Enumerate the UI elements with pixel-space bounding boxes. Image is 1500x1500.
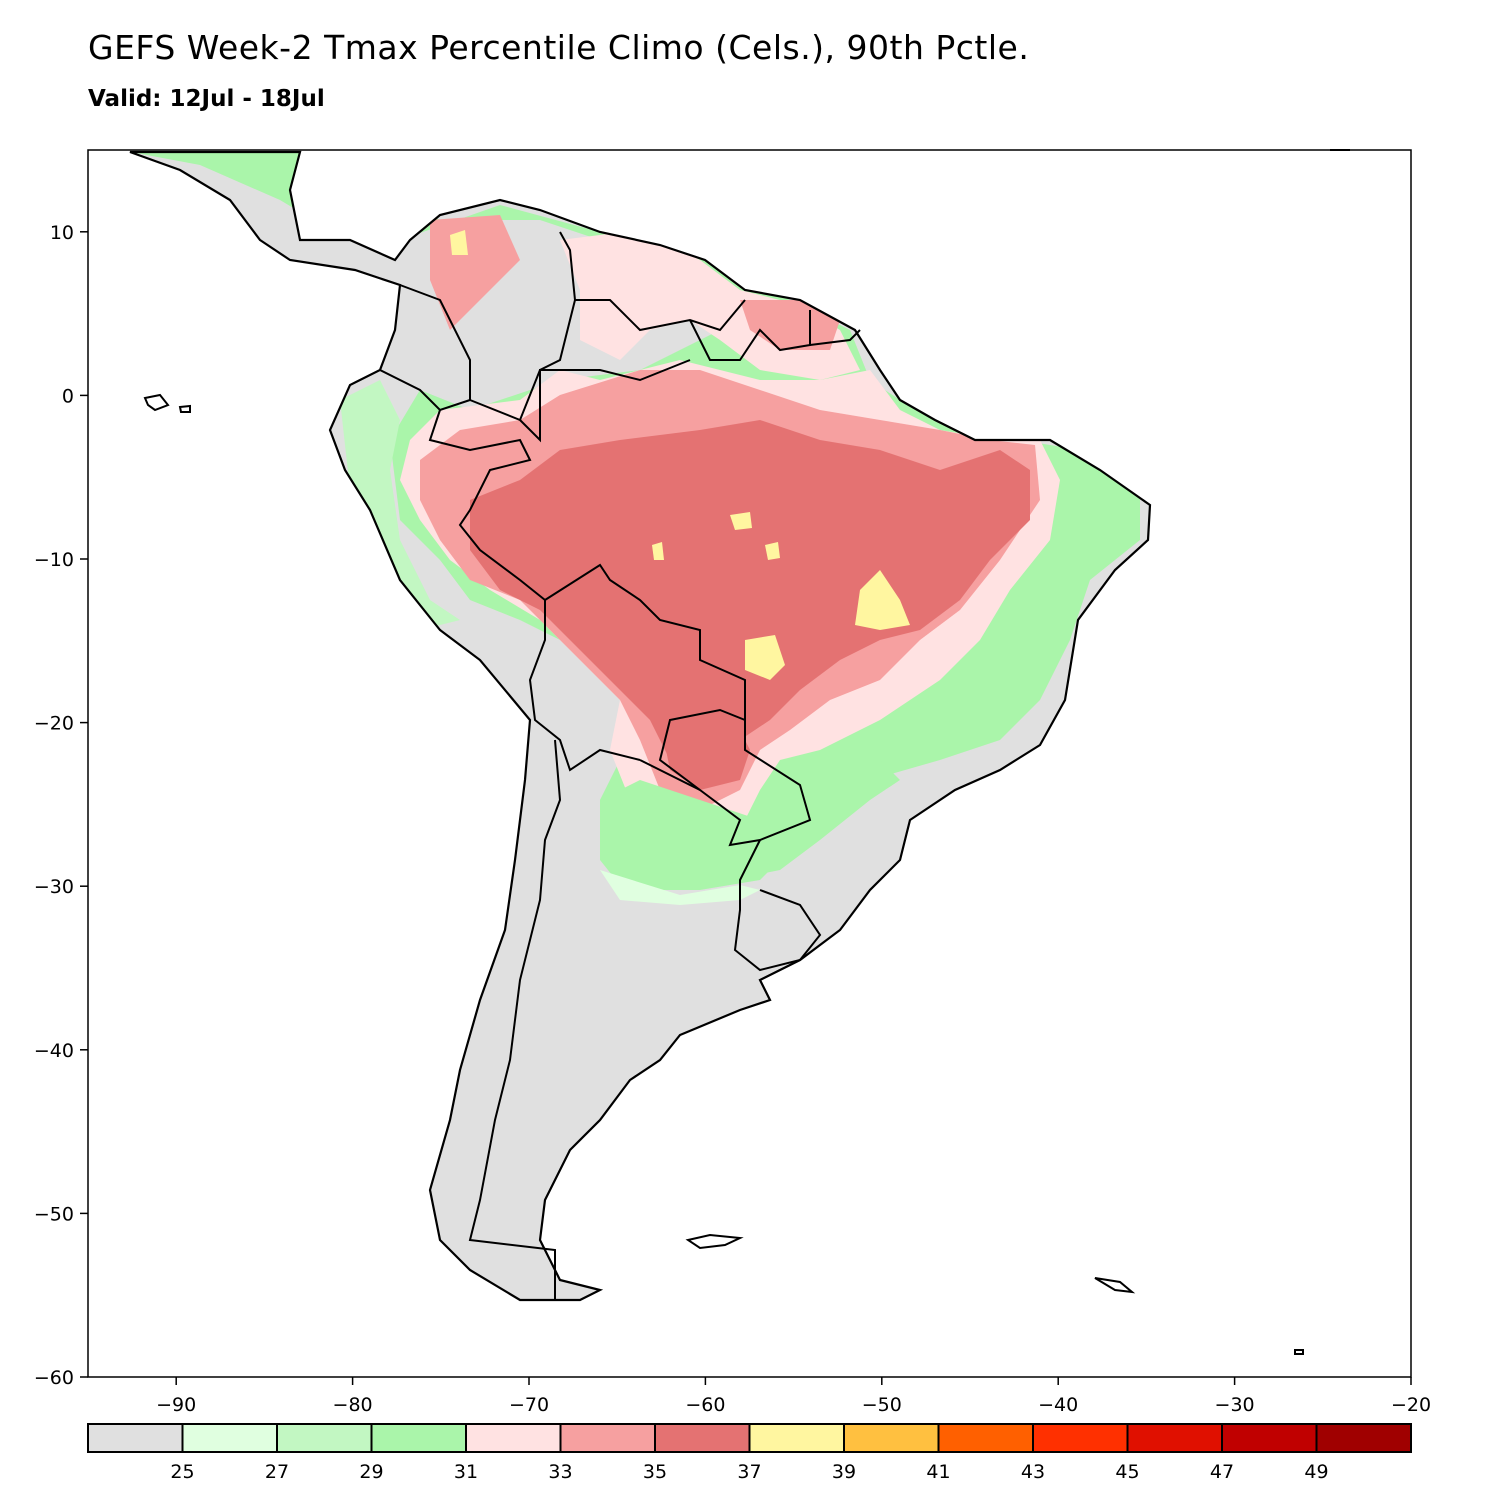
colorbar-swatch — [937, 1423, 1034, 1453]
colorbar-label: 41 — [926, 1461, 950, 1483]
colorbar-label: 37 — [737, 1461, 761, 1483]
colorbar-swatch — [1221, 1423, 1318, 1453]
colorbar-label: 47 — [1210, 1461, 1234, 1483]
colorbar: 25 27 29 31 33 35 37 39 41 43 45 47 49 — [87, 1423, 1412, 1483]
zone-pacific-slope — [340, 380, 460, 630]
colorbar-swatch — [1315, 1423, 1412, 1453]
colorbar-swatch — [465, 1423, 562, 1453]
y-tick-label: 10 — [50, 222, 74, 244]
colorbar-label: 39 — [832, 1461, 856, 1483]
continent-coastline — [129, 150, 1152, 1302]
x-tick-label: −30 — [1215, 1394, 1255, 1416]
colorbar-swatch — [1126, 1423, 1223, 1453]
y-tick-label: −50 — [34, 1203, 74, 1225]
colorbar-label: 43 — [1021, 1461, 1045, 1483]
zone-south-green — [600, 760, 900, 890]
colorbar-swatch — [87, 1423, 184, 1453]
colorbar-label: 35 — [643, 1461, 667, 1483]
islands — [143, 149, 1350, 1355]
zone-37-39-e — [652, 542, 664, 560]
colorbar-swatch — [181, 1423, 278, 1453]
zone-37-39-a — [855, 570, 910, 630]
colorbar-swatch — [748, 1423, 845, 1453]
colorbar-swatch — [276, 1423, 373, 1453]
colorbar-label: 25 — [170, 1461, 194, 1483]
x-axis: −90 −80 −70 −60 −50 −40 −30 −20 — [156, 1377, 1431, 1416]
zone-35-37 — [470, 420, 1030, 760]
y-tick-label: −40 — [34, 1040, 74, 1062]
x-tick-label: −20 — [1391, 1394, 1431, 1416]
zone-south-light — [600, 870, 760, 905]
y-axis: 10 0 −10 −20 −30 −40 −50 −60 — [34, 222, 88, 1389]
x-tick-label: −60 — [685, 1394, 725, 1416]
colorbar-label: 45 — [1115, 1461, 1139, 1483]
x-tick-label: −40 — [1038, 1394, 1078, 1416]
colorbar-label: 49 — [1304, 1461, 1328, 1483]
x-tick-label: −80 — [333, 1394, 373, 1416]
y-tick-label: 0 — [62, 385, 74, 407]
y-tick-label: −30 — [34, 876, 74, 898]
y-tick-label: −10 — [34, 549, 74, 571]
country-borders — [379, 231, 861, 1300]
colorbar-swatch — [370, 1423, 467, 1453]
colorbar-label: 31 — [454, 1461, 478, 1483]
zone-37-39-b — [745, 635, 785, 680]
zone-37-39-d — [765, 542, 780, 560]
chart-title: GEFS Week-2 Tmax Percentile Climo (Cels.… — [88, 28, 1030, 67]
chart-subtitle: Valid: 12Jul - 18Jul — [88, 86, 325, 112]
y-tick-label: −60 — [34, 1367, 74, 1389]
zone-37-39-f — [450, 230, 468, 255]
y-tick-label: −20 — [34, 713, 74, 735]
colorbar-swatch — [1032, 1423, 1129, 1453]
colorbar-swatch — [654, 1423, 751, 1453]
zone-37-39-c — [730, 512, 752, 530]
x-tick-label: −70 — [509, 1394, 549, 1416]
colorbar-swatch — [843, 1423, 940, 1453]
x-tick-label: −50 — [862, 1394, 902, 1416]
colorbar-label: 33 — [548, 1461, 572, 1483]
colorbar-label: 29 — [359, 1461, 383, 1483]
x-tick-label: −90 — [156, 1394, 196, 1416]
zone-paraguay — [660, 710, 750, 790]
colorbar-swatch — [559, 1423, 656, 1453]
colorbar-label: 27 — [265, 1461, 289, 1483]
zone-guiana — [740, 300, 840, 350]
